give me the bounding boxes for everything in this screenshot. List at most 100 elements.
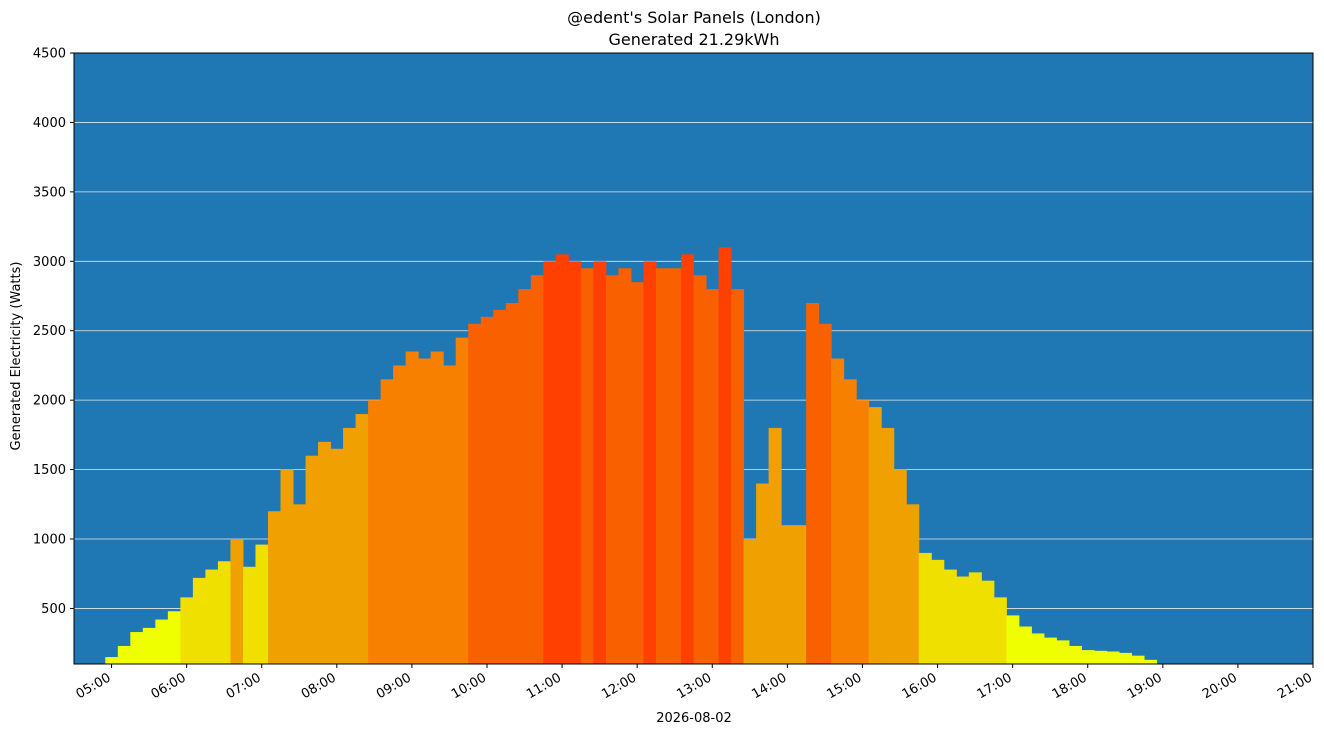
bar xyxy=(305,455,319,664)
bar xyxy=(418,358,432,664)
x-tick-label: 14:00 xyxy=(749,670,789,702)
bar xyxy=(555,254,569,664)
y-tick-label: 1500 xyxy=(33,463,66,478)
bar xyxy=(906,504,920,664)
bar xyxy=(192,577,206,664)
bar xyxy=(793,525,807,664)
y-tick-label: 2500 xyxy=(33,324,66,339)
bar xyxy=(856,400,870,664)
x-tick-label: 15:00 xyxy=(825,670,865,702)
bar xyxy=(142,627,156,664)
y-tick-label: 500 xyxy=(41,602,66,617)
bar xyxy=(343,427,357,664)
bar xyxy=(505,302,519,664)
bar xyxy=(293,504,307,664)
y-tick-label: 4500 xyxy=(33,47,66,62)
bar xyxy=(443,365,457,664)
bar xyxy=(518,289,532,664)
y-axis-label: Generated Electricity (Watts) xyxy=(9,262,24,451)
bar xyxy=(868,407,882,664)
bar xyxy=(630,282,644,664)
bar xyxy=(330,448,344,664)
bar xyxy=(405,351,419,664)
y-tick-label: 1000 xyxy=(33,533,66,548)
bar xyxy=(693,275,707,664)
bar xyxy=(167,611,181,664)
bar xyxy=(1081,650,1095,664)
bar xyxy=(743,539,757,664)
bar xyxy=(255,544,269,664)
bar xyxy=(593,261,607,664)
bar xyxy=(655,268,669,664)
bar xyxy=(731,289,745,664)
bar xyxy=(580,268,594,664)
bar xyxy=(230,539,244,664)
bar xyxy=(756,483,770,664)
bar xyxy=(1131,655,1145,664)
x-tick-label: 13:00 xyxy=(674,670,714,702)
y-axis: 500 1000 1500 2000 2500 3000 3500 4000 4500 xyxy=(33,47,74,617)
plot-frame xyxy=(73,52,1314,665)
x-tick-label: 21:00 xyxy=(1275,670,1315,702)
x-tick-label: 09:00 xyxy=(374,670,414,702)
bar xyxy=(1056,640,1070,664)
x-tick-label: 07:00 xyxy=(224,670,264,702)
bar xyxy=(1093,650,1107,664)
bar xyxy=(718,247,732,664)
bar xyxy=(568,261,582,664)
bar xyxy=(1106,651,1120,664)
bar xyxy=(968,572,982,664)
bar xyxy=(831,358,845,664)
bar xyxy=(1006,615,1020,664)
y-tick-label: 3500 xyxy=(33,185,66,200)
bar xyxy=(205,569,219,664)
bar xyxy=(956,576,970,664)
bar xyxy=(130,632,144,664)
bar xyxy=(543,261,557,664)
y-tick-label: 2000 xyxy=(33,394,66,409)
x-tick-label: 16:00 xyxy=(900,670,940,702)
bar xyxy=(605,275,619,664)
bar xyxy=(818,323,832,664)
bar xyxy=(117,645,131,664)
bar xyxy=(668,268,682,664)
bar xyxy=(981,580,995,664)
bar xyxy=(943,569,957,664)
bar xyxy=(806,302,820,664)
bar xyxy=(105,657,119,664)
x-tick-label: 18:00 xyxy=(1050,670,1090,702)
bar xyxy=(993,597,1007,664)
bar xyxy=(706,289,720,664)
chart-subtitle: Generated 21.29kWh xyxy=(609,30,780,49)
bar xyxy=(1144,659,1158,664)
bar xyxy=(217,561,231,664)
bar xyxy=(280,469,294,664)
y-tick-label: 4000 xyxy=(33,116,66,131)
bar xyxy=(1043,637,1057,664)
bar xyxy=(1119,652,1133,664)
bar xyxy=(931,559,945,664)
x-tick-label: 08:00 xyxy=(299,670,339,702)
bar xyxy=(618,268,632,664)
bar xyxy=(267,511,281,664)
bar xyxy=(455,337,469,664)
x-tick-label: 10:00 xyxy=(449,670,489,702)
bar xyxy=(180,597,194,664)
bar xyxy=(493,309,507,664)
bar xyxy=(918,552,932,664)
bar xyxy=(155,619,169,664)
bar xyxy=(393,365,407,664)
bar xyxy=(368,400,382,664)
bar-series xyxy=(105,247,1158,664)
x-axis: 05:00 06:00 07:00 08:00 09:00 10:00 11:00 12:00… xyxy=(74,664,1315,702)
x-axis-label: 2026-08-02 xyxy=(656,711,732,726)
bar xyxy=(680,254,694,664)
bar xyxy=(318,441,332,664)
bar xyxy=(480,316,494,664)
bar xyxy=(468,323,482,664)
bar xyxy=(530,275,544,664)
y-tick-label: 3000 xyxy=(33,255,66,270)
bar xyxy=(355,414,369,664)
bar xyxy=(843,379,857,664)
